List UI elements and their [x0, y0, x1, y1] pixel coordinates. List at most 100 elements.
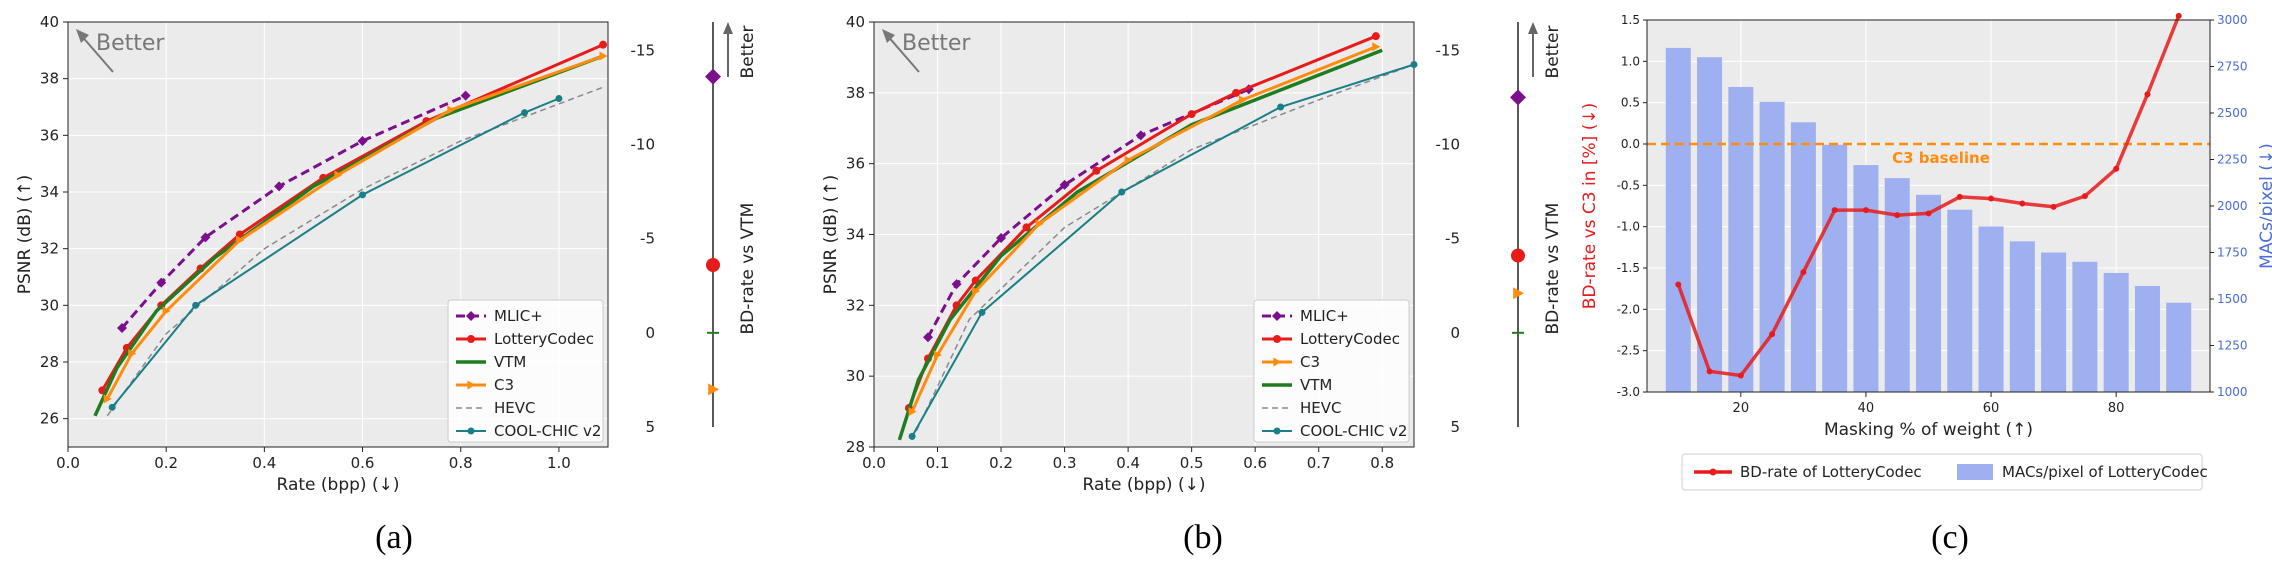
y-tick-label: 36: [846, 155, 865, 173]
bd-rate-point: [1511, 248, 1525, 263]
bd-rate-strip-a-side: -15 -10 -5 0 5 Better BD-rate vs VTM: [631, 22, 758, 436]
y-tick-label: 38: [40, 70, 59, 88]
y-tick-label: 34: [40, 183, 59, 201]
data-point: [933, 350, 943, 360]
better-annotation: Better: [1543, 26, 1563, 79]
data-point: [108, 403, 116, 411]
chart-panel-a: 0.0 0.2 0.4 0.6 0.8 1.0 26 28 30 32 34 36 38 40 Rate (…: [15, 13, 609, 495]
data-point: [236, 235, 245, 245]
bd-rate-point: [2019, 200, 2026, 207]
bd-rate-point: [1956, 193, 1963, 200]
bd-rate-point: [2144, 91, 2151, 98]
strip-tick-label: -5: [640, 230, 655, 248]
bd-rate-point: [2113, 165, 2120, 172]
macs-bar: [1915, 194, 1942, 392]
y-tick-label: 28: [40, 353, 59, 371]
better-arrow-head-icon: [1528, 22, 1538, 34]
bd-rate-strip-b-side: -15 -10 -5 0 5 Better BD-rate vs VTM: [1436, 22, 1563, 436]
x-tick-label: 0.0: [862, 454, 886, 472]
macs-bar: [1822, 144, 1848, 392]
macs-bar: [1947, 209, 1973, 392]
data-point: [1059, 179, 1070, 190]
x-tick-label: 0.2: [989, 454, 1013, 472]
legend-label: C3: [1300, 353, 1320, 371]
better-arrow-icon: [885, 33, 920, 73]
bd-rate-point: [1510, 89, 1526, 106]
legend-box: [447, 299, 604, 443]
macs-bar: [1728, 86, 1754, 393]
legend-marker: [1273, 357, 1282, 367]
legend-marker: [467, 380, 476, 390]
right-tick-label: 1000: [2217, 385, 2248, 399]
strip-axis-label: BD-rate vs VTM: [738, 203, 758, 335]
legend-label: MACs/pixel of LotteryCodec: [2002, 463, 2208, 481]
left-tick-label: -2.5: [1617, 344, 1640, 358]
data-point: [978, 308, 986, 316]
strip-tick-label: 0: [1450, 324, 1460, 342]
right-tick-label: 3000: [2217, 13, 2248, 27]
data-point: [117, 323, 127, 333]
data-point: [1124, 155, 1133, 165]
legend-label: LotteryCodec: [1300, 330, 1400, 348]
data-point: [1372, 42, 1381, 52]
data-point: [996, 233, 1007, 244]
legend-label: VTM: [494, 353, 526, 371]
data-point: [521, 109, 529, 117]
right-tick-label: 2500: [2217, 106, 2248, 120]
x-tick-label: 0.6: [1243, 454, 1267, 472]
y-tick-label: 38: [846, 84, 865, 102]
data-point: [359, 191, 367, 199]
bd-rate-point: [708, 383, 719, 396]
left-tick-label: -1.0: [1617, 220, 1640, 234]
right-tick-label: 1500: [2217, 292, 2248, 306]
legend-label: COOL-CHIC v2: [494, 422, 601, 440]
data-point: [1022, 223, 1031, 232]
x-tick-label: 60: [1983, 401, 2000, 416]
legend-marker: [1272, 311, 1282, 321]
macs-bar: [2041, 252, 2067, 392]
left-tick-label: 1.0: [1621, 54, 1640, 68]
better-annotation: Better: [738, 26, 758, 79]
right-tick-label: 1750: [2217, 246, 2248, 260]
y-tick-label: 30: [846, 367, 865, 385]
macs-bar: [2072, 261, 2098, 392]
bd-rate-point: [1513, 287, 1524, 300]
strip-tick-label: 5: [645, 418, 655, 436]
x-tick-label: 0.6: [351, 454, 375, 472]
legend-marker: [1273, 335, 1281, 343]
legend-box: [1681, 453, 2203, 491]
plot-frame: [67, 21, 609, 448]
legend-label: MLIC+: [494, 307, 543, 325]
x-tick-label: 0.1: [926, 454, 950, 472]
macs-bar: [1853, 165, 1879, 392]
x-axis-label: Masking % of weight (↑): [1824, 420, 2033, 440]
y-tick-label: 40: [846, 13, 865, 31]
y-axis-label: PSNR (dB) (↑): [821, 175, 841, 295]
bd-rate-point: [2081, 193, 2088, 200]
right-axis-label: MACs/pixel (↓): [2257, 143, 2272, 269]
strip-tick-label: -10: [631, 135, 656, 153]
data-point: [1035, 219, 1044, 229]
panel-caption: (b): [1183, 519, 1223, 556]
data-point: [908, 432, 916, 440]
legend-marker: [467, 335, 475, 343]
y-tick-label: 34: [846, 226, 865, 244]
x-tick-label: 80: [2108, 401, 2125, 416]
x-tick-label: 0.5: [1180, 454, 1204, 472]
bd-rate-point: [705, 68, 721, 85]
data-point: [1371, 32, 1380, 41]
series-line: [926, 87, 1250, 338]
bd-rate-point: [1831, 207, 1838, 214]
better-arrow-head-icon: [882, 29, 895, 43]
data-point: [460, 90, 471, 101]
bd-rate-point: [2050, 203, 2057, 210]
x-tick-label: 0.3: [1053, 454, 1077, 472]
legend-swatch: [1957, 464, 1993, 480]
legend: MLIC+ LotteryCodec C3 VTM HEVC COOL-CHIC v2: [1253, 299, 1410, 443]
left-tick-label: 0.5: [1621, 96, 1640, 110]
legend-label: LotteryCodec: [494, 330, 594, 348]
bd-rate-point: [1925, 210, 1932, 217]
macs-bar: [2134, 285, 2160, 392]
data-point: [1410, 61, 1418, 68]
